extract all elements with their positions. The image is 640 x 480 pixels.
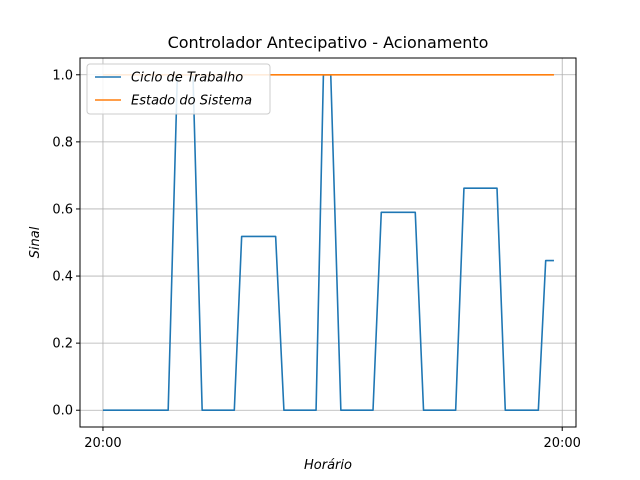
y-tick-label: 0.0 (52, 404, 73, 419)
legend: Ciclo de Trabalho Estado do Sistema (86, 63, 271, 115)
legend-label: Ciclo de Trabalho (131, 71, 243, 86)
legend-box (86, 63, 271, 115)
x-tick-label: 20:00 (84, 436, 121, 451)
plot-frame (79, 57, 577, 428)
y-tick-label: 0.4 (52, 270, 73, 285)
ticks: 0.0 0.2 0.4 0.6 0.8 1.0 20:00 20:00 (52, 68, 581, 451)
x-tick-label: 20:00 (543, 436, 580, 451)
x-axis-label: Horário (304, 458, 352, 473)
y-axis-label: Sinal (28, 226, 43, 258)
y-tick-label: 0.8 (52, 135, 73, 150)
chart-title: Controlador Antecipativo - Acionamento (168, 33, 489, 52)
legend-label: Estado do Sistema (131, 94, 252, 109)
y-tick-label: 1.0 (52, 68, 73, 83)
y-tick-label: 0.2 (52, 337, 73, 352)
series-line-1 (102, 73, 554, 412)
y-tick-label: 0.6 (52, 202, 73, 217)
